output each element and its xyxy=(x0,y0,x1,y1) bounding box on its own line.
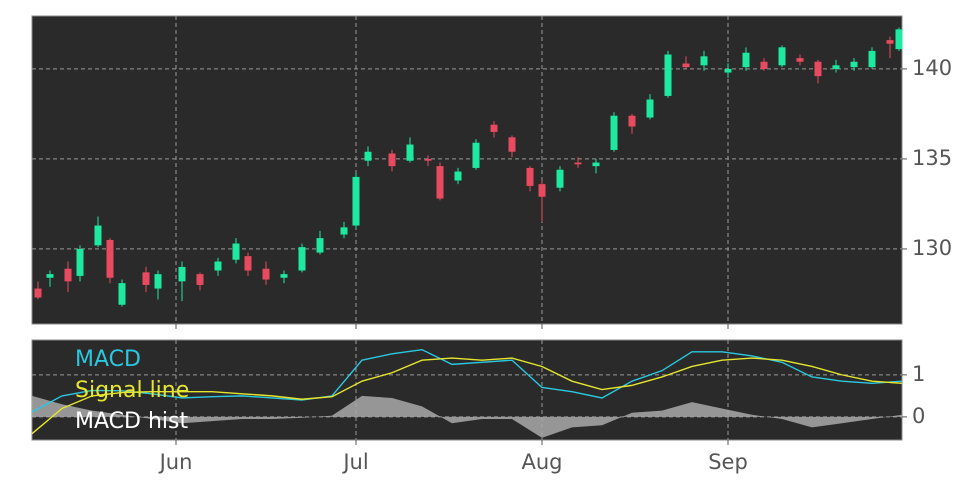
candle-body xyxy=(232,243,240,260)
candle-body xyxy=(316,238,324,253)
hist-area xyxy=(32,395,902,438)
candle-body xyxy=(490,124,498,132)
candle-body xyxy=(94,225,102,246)
x-tick-label: Jun xyxy=(158,450,193,474)
y-tick-label: 1 xyxy=(912,362,925,386)
candle-body xyxy=(592,162,600,167)
candle-body xyxy=(178,266,186,282)
y-tick-label: 130 xyxy=(912,236,952,260)
candle-body xyxy=(796,58,804,62)
candle-body xyxy=(106,239,114,278)
candle-body xyxy=(142,272,150,285)
candle-body xyxy=(424,158,432,161)
candle-body xyxy=(46,274,54,278)
candle-body xyxy=(214,261,222,271)
candle-body xyxy=(610,115,618,150)
candle-body xyxy=(724,68,732,73)
candle-body xyxy=(118,283,126,305)
candle-body xyxy=(196,274,204,285)
candle-body xyxy=(664,54,672,96)
candle-body xyxy=(778,47,786,66)
candle-body xyxy=(280,274,288,278)
candle-body xyxy=(886,40,894,44)
candle-body xyxy=(850,61,858,68)
candle-body xyxy=(628,115,636,127)
price-panel xyxy=(31,15,903,325)
candle-body xyxy=(298,247,306,271)
candle-body xyxy=(538,184,546,197)
candle-body xyxy=(556,169,564,188)
candle-body xyxy=(154,274,162,289)
candle-body xyxy=(340,227,348,235)
y-tick-label: 140 xyxy=(912,56,952,80)
candle-body xyxy=(244,256,252,271)
candle-body xyxy=(526,167,534,186)
candle-body xyxy=(742,52,750,68)
candle-body xyxy=(832,65,840,69)
legend-entry: MACD xyxy=(75,347,141,372)
candle-body xyxy=(574,162,582,165)
candle-body xyxy=(454,171,462,181)
candle-body xyxy=(472,142,480,168)
candle-body xyxy=(76,248,84,276)
series-line xyxy=(31,357,903,435)
series-line xyxy=(31,348,903,413)
candle-body xyxy=(364,151,372,161)
x-tick-label: Jul xyxy=(341,450,368,474)
candle-body xyxy=(64,268,72,282)
candle-body xyxy=(814,61,822,77)
candle-body xyxy=(700,56,708,66)
candle-body xyxy=(388,153,396,167)
candle-body xyxy=(34,288,42,298)
legend-entry: MACD hist xyxy=(75,409,188,434)
candle-body xyxy=(895,29,903,50)
candle-body xyxy=(760,61,768,69)
candle-body xyxy=(262,268,270,280)
candle-body xyxy=(682,63,690,68)
candle-body xyxy=(646,99,654,118)
x-tick-label: Aug xyxy=(521,450,562,474)
candle-body xyxy=(406,144,414,161)
candle-body xyxy=(436,166,444,199)
x-tick-label: Sep xyxy=(708,450,748,474)
candle-body xyxy=(508,137,516,152)
candle-body xyxy=(868,50,876,68)
y-tick-label: 0 xyxy=(912,404,925,428)
candle-body xyxy=(352,176,360,226)
legend-entry: Signal line xyxy=(75,378,189,403)
y-tick-label: 135 xyxy=(912,146,952,170)
